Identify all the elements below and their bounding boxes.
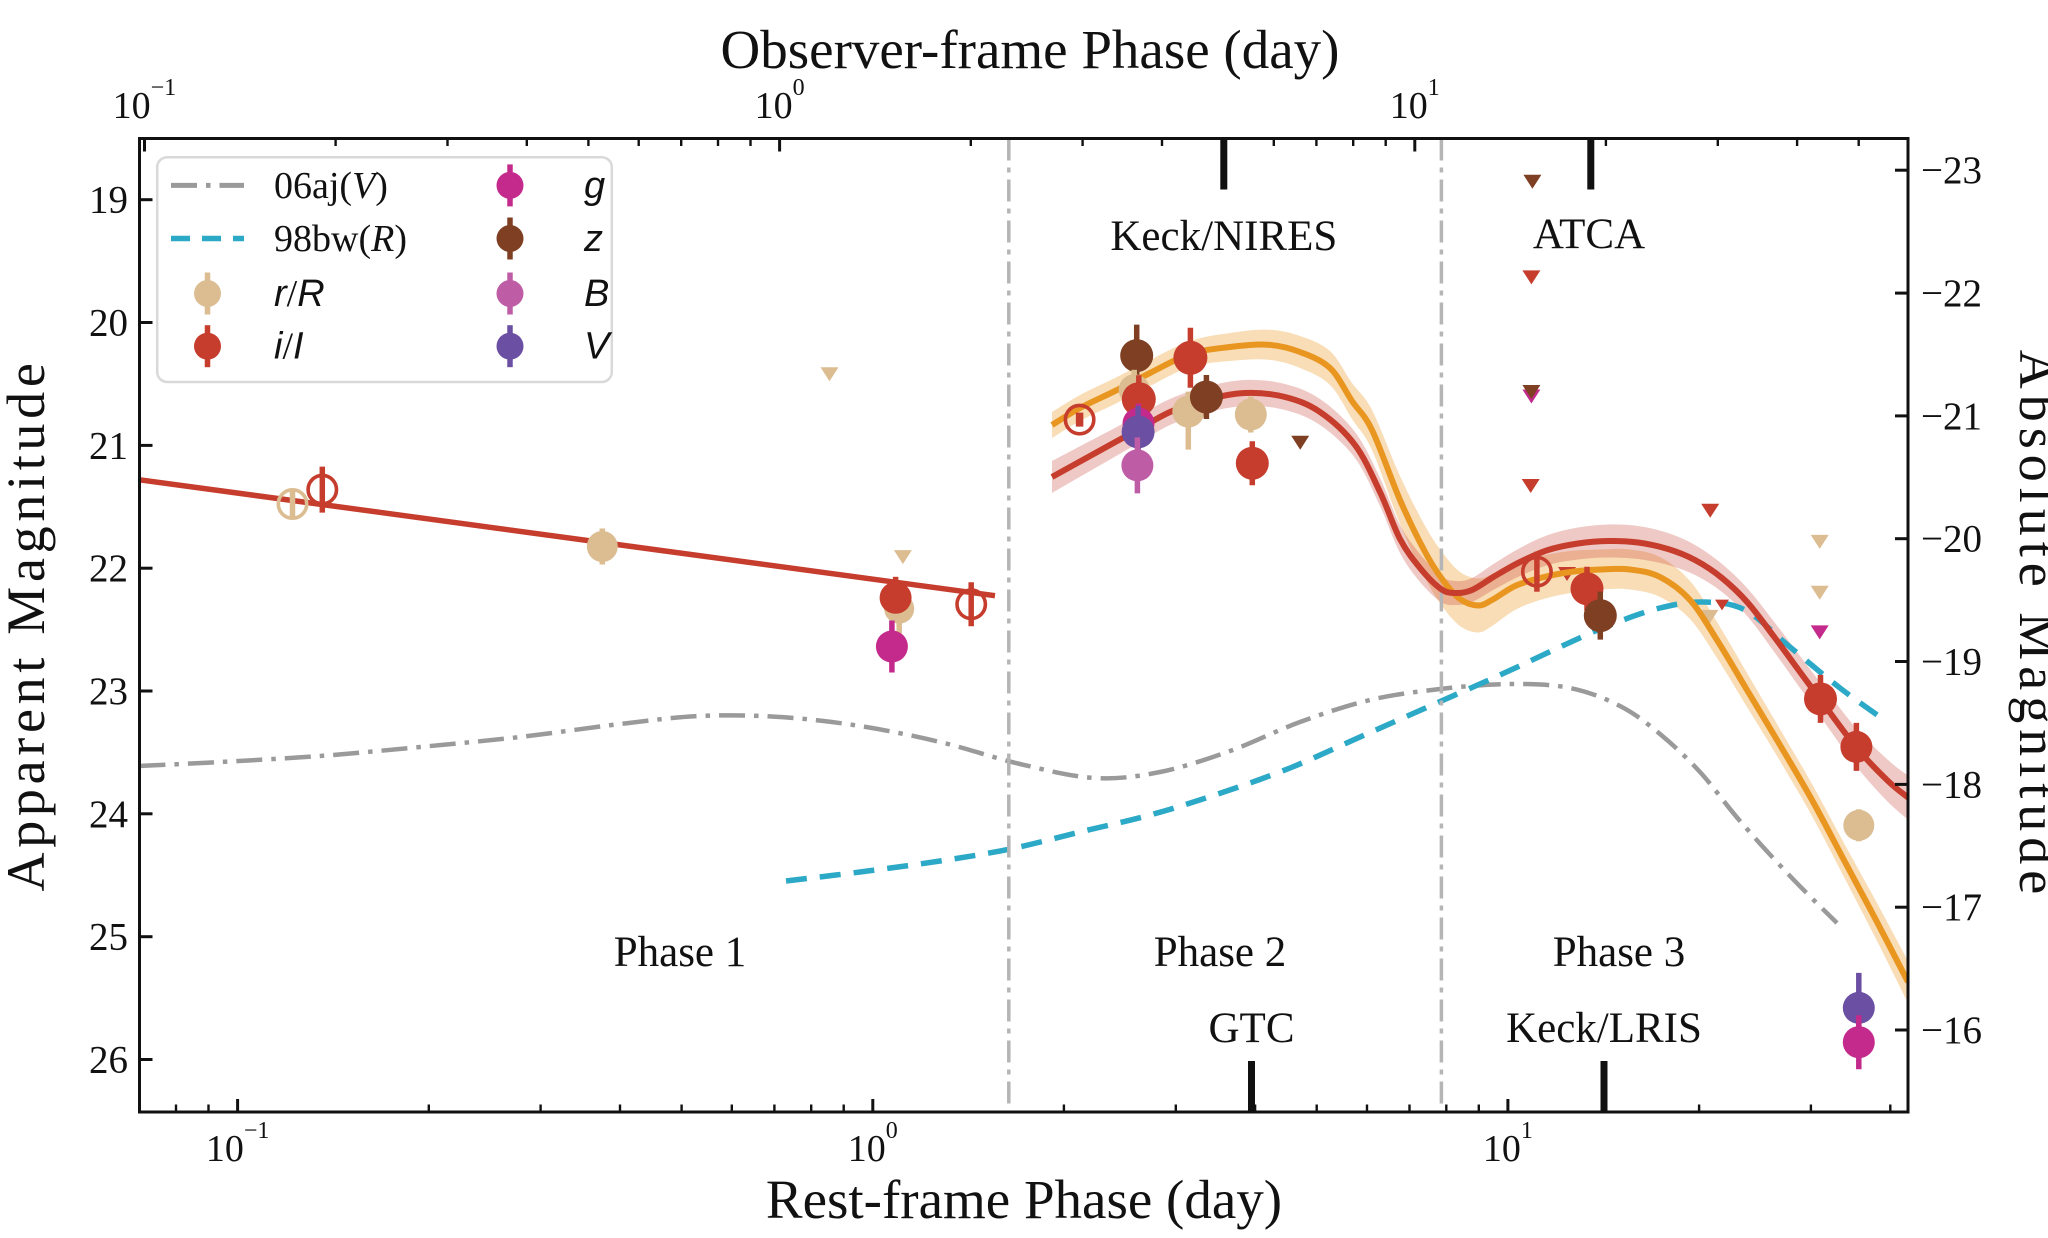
svg-text:19: 19 [89,179,128,222]
svg-text:−21: −21 [1921,395,1982,438]
svg-text:−23: −23 [1921,149,1982,192]
svg-text:−16: −16 [1921,1009,1982,1052]
svg-text:Rest-frame Phase (day): Rest-frame Phase (day) [766,1169,1282,1230]
svg-text:26: 26 [89,1039,128,1082]
svg-text:Phase 1: Phase 1 [614,929,747,976]
svg-text:ATCA: ATCA [1533,211,1645,258]
svg-text:06aj(V): 06aj(V) [274,165,388,207]
svg-text:g: g [584,165,605,207]
svg-text:Phase 3: Phase 3 [1553,929,1686,976]
svg-text:Keck/LRIS: Keck/LRIS [1506,1005,1702,1052]
svg-text:i/I: i/I [274,326,304,368]
svg-text:24: 24 [89,793,128,836]
svg-text:25: 25 [89,916,128,959]
svg-text:r/R: r/R [274,273,325,315]
svg-text:z: z [583,218,603,260]
svg-text:−17: −17 [1921,886,1982,929]
svg-text:20: 20 [89,302,128,345]
svg-text:V: V [584,326,613,368]
svg-text:−18: −18 [1921,763,1982,806]
svg-text:Absolute Magnitude: Absolute Magnitude [2008,350,2048,900]
svg-text:−22: −22 [1921,272,1982,315]
svg-text:Observer-frame Phase (day): Observer-frame Phase (day) [721,19,1340,80]
svg-text:Apparent Magnitude: Apparent Magnitude [0,359,56,892]
svg-text:23: 23 [89,670,128,713]
svg-text:Keck/NIRES: Keck/NIRES [1110,213,1337,260]
svg-text:−20: −20 [1921,518,1982,561]
svg-text:21: 21 [89,424,128,467]
svg-text:−19: −19 [1921,641,1982,684]
svg-text:GTC: GTC [1209,1005,1295,1052]
svg-text:B: B [584,273,609,315]
svg-text:22: 22 [89,547,128,590]
svg-text:Phase 2: Phase 2 [1154,929,1287,976]
svg-text:98bw(R): 98bw(R) [274,218,407,260]
